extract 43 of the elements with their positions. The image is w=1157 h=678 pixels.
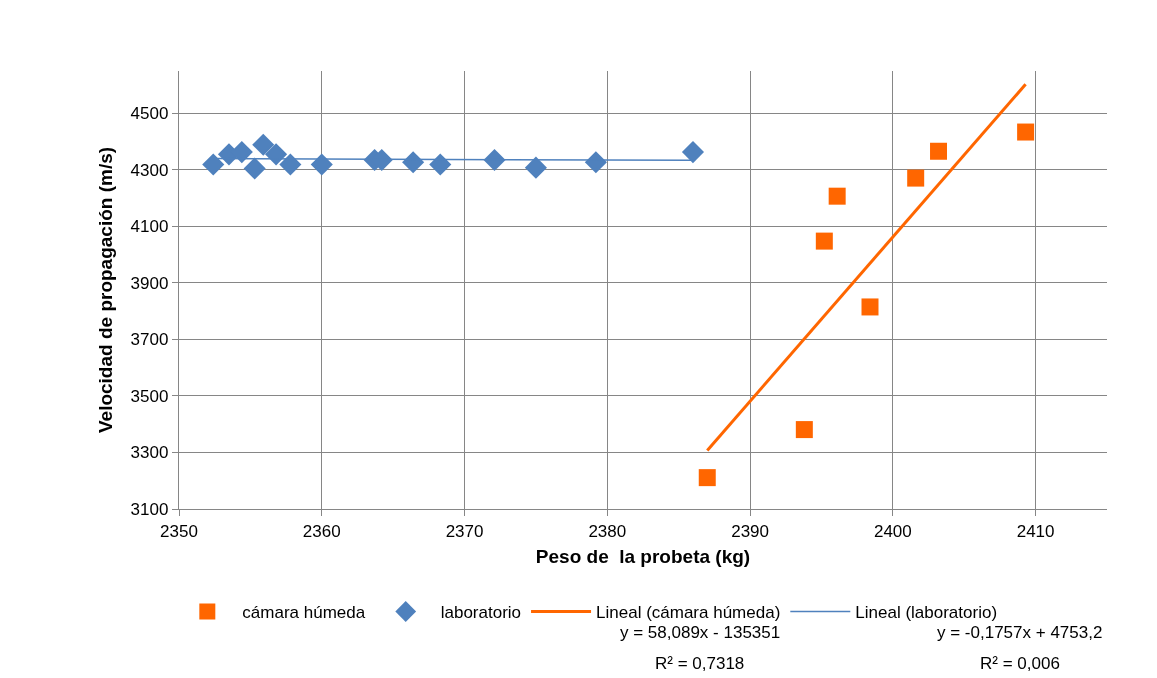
legend-label: Lineal (laboratorio): [855, 603, 998, 623]
x-tick-label: 2400: [873, 521, 912, 541]
x-axis-title: Peso de la probeta (kg): [535, 546, 751, 568]
point: [402, 151, 425, 174]
point: [930, 142, 948, 160]
text: R² = 0,7318: [655, 654, 745, 673]
point: [279, 153, 302, 176]
x-tick-label: 2360: [302, 521, 341, 541]
x-tick-label: 2370: [445, 521, 484, 541]
y-tick-label: 3300: [130, 443, 169, 463]
y-tick-label: 3100: [130, 499, 169, 519]
y-tick-label: 4500: [130, 104, 169, 124]
point: [698, 469, 716, 487]
point: [861, 298, 879, 316]
point: [202, 153, 225, 176]
point: [252, 133, 275, 156]
text: R² = 0,006: [980, 654, 1060, 673]
legend-label: Lineal (cámara húmeda): [596, 603, 781, 623]
y-tick-label: 3500: [130, 386, 169, 406]
point: [429, 153, 452, 176]
point: [243, 157, 266, 180]
text: y = -0,1757x + 4753,2: [937, 623, 1103, 642]
x-tick-label: 2410: [1016, 521, 1055, 541]
legend-label: cámara húmeda: [242, 603, 366, 623]
x-tick-label: 2390: [731, 521, 769, 541]
y-axis-title: Velocidad de propagación (m/s): [95, 146, 117, 434]
legend-label: laboratorio: [440, 603, 522, 623]
point: [524, 156, 547, 179]
point: [681, 141, 705, 164]
y-tick-label: 4300: [130, 160, 169, 180]
y-tick-label: 4100: [130, 217, 169, 237]
x-tick-label: 2350: [160, 521, 198, 541]
point: [828, 187, 846, 205]
y-tick-label: 3900: [130, 273, 169, 293]
point: [483, 148, 506, 172]
point: [795, 421, 813, 439]
text: y = 58,089x - 135351: [620, 623, 781, 642]
point: [310, 153, 333, 176]
y-tick-label: 3700: [130, 330, 169, 350]
x-tick-label: 2380: [588, 521, 627, 541]
point: [1017, 123, 1035, 141]
point: [907, 169, 925, 187]
point: [815, 232, 833, 250]
